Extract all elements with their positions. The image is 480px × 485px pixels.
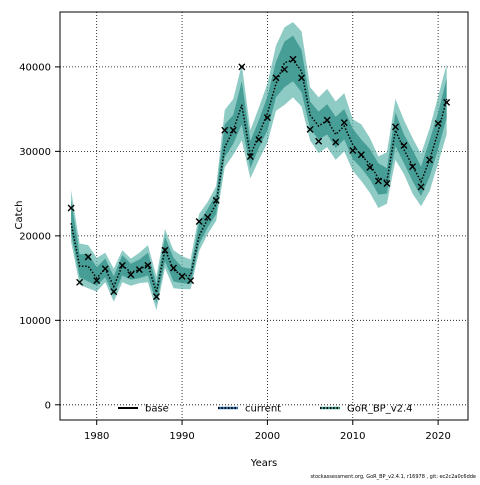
observed-points — [67, 55, 451, 301]
observed-point — [340, 119, 348, 127]
observed-point — [127, 271, 135, 279]
observed-point — [221, 126, 229, 134]
observed-point — [255, 136, 263, 144]
observed-point — [144, 261, 152, 269]
observed-point — [443, 98, 451, 106]
observed-point — [263, 114, 271, 122]
observed-point — [417, 183, 425, 191]
y-axis-label: Catch — [14, 201, 25, 230]
observed-point — [272, 74, 280, 82]
x-axis-ticks: 1980 1990 2000 2010 2020 — [84, 420, 451, 442]
observed-point — [409, 163, 417, 171]
observed-point — [118, 261, 126, 269]
observed-point — [135, 266, 143, 274]
observed-point — [434, 120, 442, 127]
observed-point — [323, 116, 331, 124]
legend: base current GoR_BP_v2.4 — [118, 404, 413, 415]
observed-point — [391, 123, 399, 131]
observed-point — [170, 264, 178, 272]
observed-point — [178, 272, 186, 280]
y-tick-label: 30000 — [19, 147, 51, 158]
x-tick-label: 1980 — [84, 431, 109, 442]
observed-point — [93, 277, 101, 285]
observed-point — [315, 137, 323, 145]
series-lines — [70, 59, 448, 293]
observed-point — [374, 177, 382, 185]
legend-label: base — [145, 404, 169, 415]
y-axis-ticks: 0 10000 20000 30000 40000 — [19, 62, 60, 411]
x-tick-label: 2000 — [255, 431, 280, 442]
series-line — [70, 59, 448, 293]
observed-point — [246, 152, 254, 160]
observed-point — [67, 204, 75, 212]
observed-point — [101, 265, 109, 273]
x-tick-label: 2010 — [340, 431, 365, 442]
observed-point — [383, 179, 391, 187]
x-tick-label: 1990 — [169, 431, 194, 442]
y-tick-label: 0 — [45, 400, 51, 411]
observed-point — [195, 217, 203, 225]
observed-point — [298, 74, 306, 82]
observed-point — [212, 196, 220, 204]
y-tick-label: 10000 — [19, 316, 51, 327]
ci-band-inner — [71, 35, 447, 304]
x-tick-label: 2020 — [425, 431, 450, 442]
observed-point — [366, 163, 374, 171]
observed-point — [76, 278, 84, 286]
plot-frame — [59, 11, 469, 421]
observed-point — [152, 293, 160, 301]
observed-point — [161, 246, 169, 254]
y-tick-label: 20000 — [19, 231, 51, 242]
observed-point — [357, 151, 365, 159]
legend-item: current — [218, 404, 281, 415]
observed-point — [110, 288, 118, 296]
observed-point — [238, 63, 246, 71]
observed-point — [229, 126, 237, 134]
grid-lines — [60, 12, 468, 420]
observed-point — [204, 213, 212, 221]
observed-point — [306, 125, 314, 133]
confidence-band-inner — [71, 35, 447, 304]
observed-point — [426, 156, 434, 164]
observed-point — [280, 65, 288, 73]
legend-item: base — [118, 404, 169, 415]
legend-label: GoR_BP_v2.4 — [347, 404, 413, 415]
legend-item: GoR_BP_v2.4 — [320, 404, 413, 415]
y-tick-label: 40000 — [19, 62, 51, 73]
observed-point — [400, 141, 408, 149]
credit-text: stockassessment.org, GoR_BP_v2.4.1, r169… — [310, 474, 476, 480]
observed-point — [187, 277, 195, 285]
observed-point — [349, 147, 357, 155]
observed-point — [84, 253, 92, 261]
legend-label: current — [245, 404, 281, 415]
x-axis-label: Years — [250, 458, 277, 469]
observed-point — [332, 138, 340, 146]
observed-point — [289, 55, 297, 63]
